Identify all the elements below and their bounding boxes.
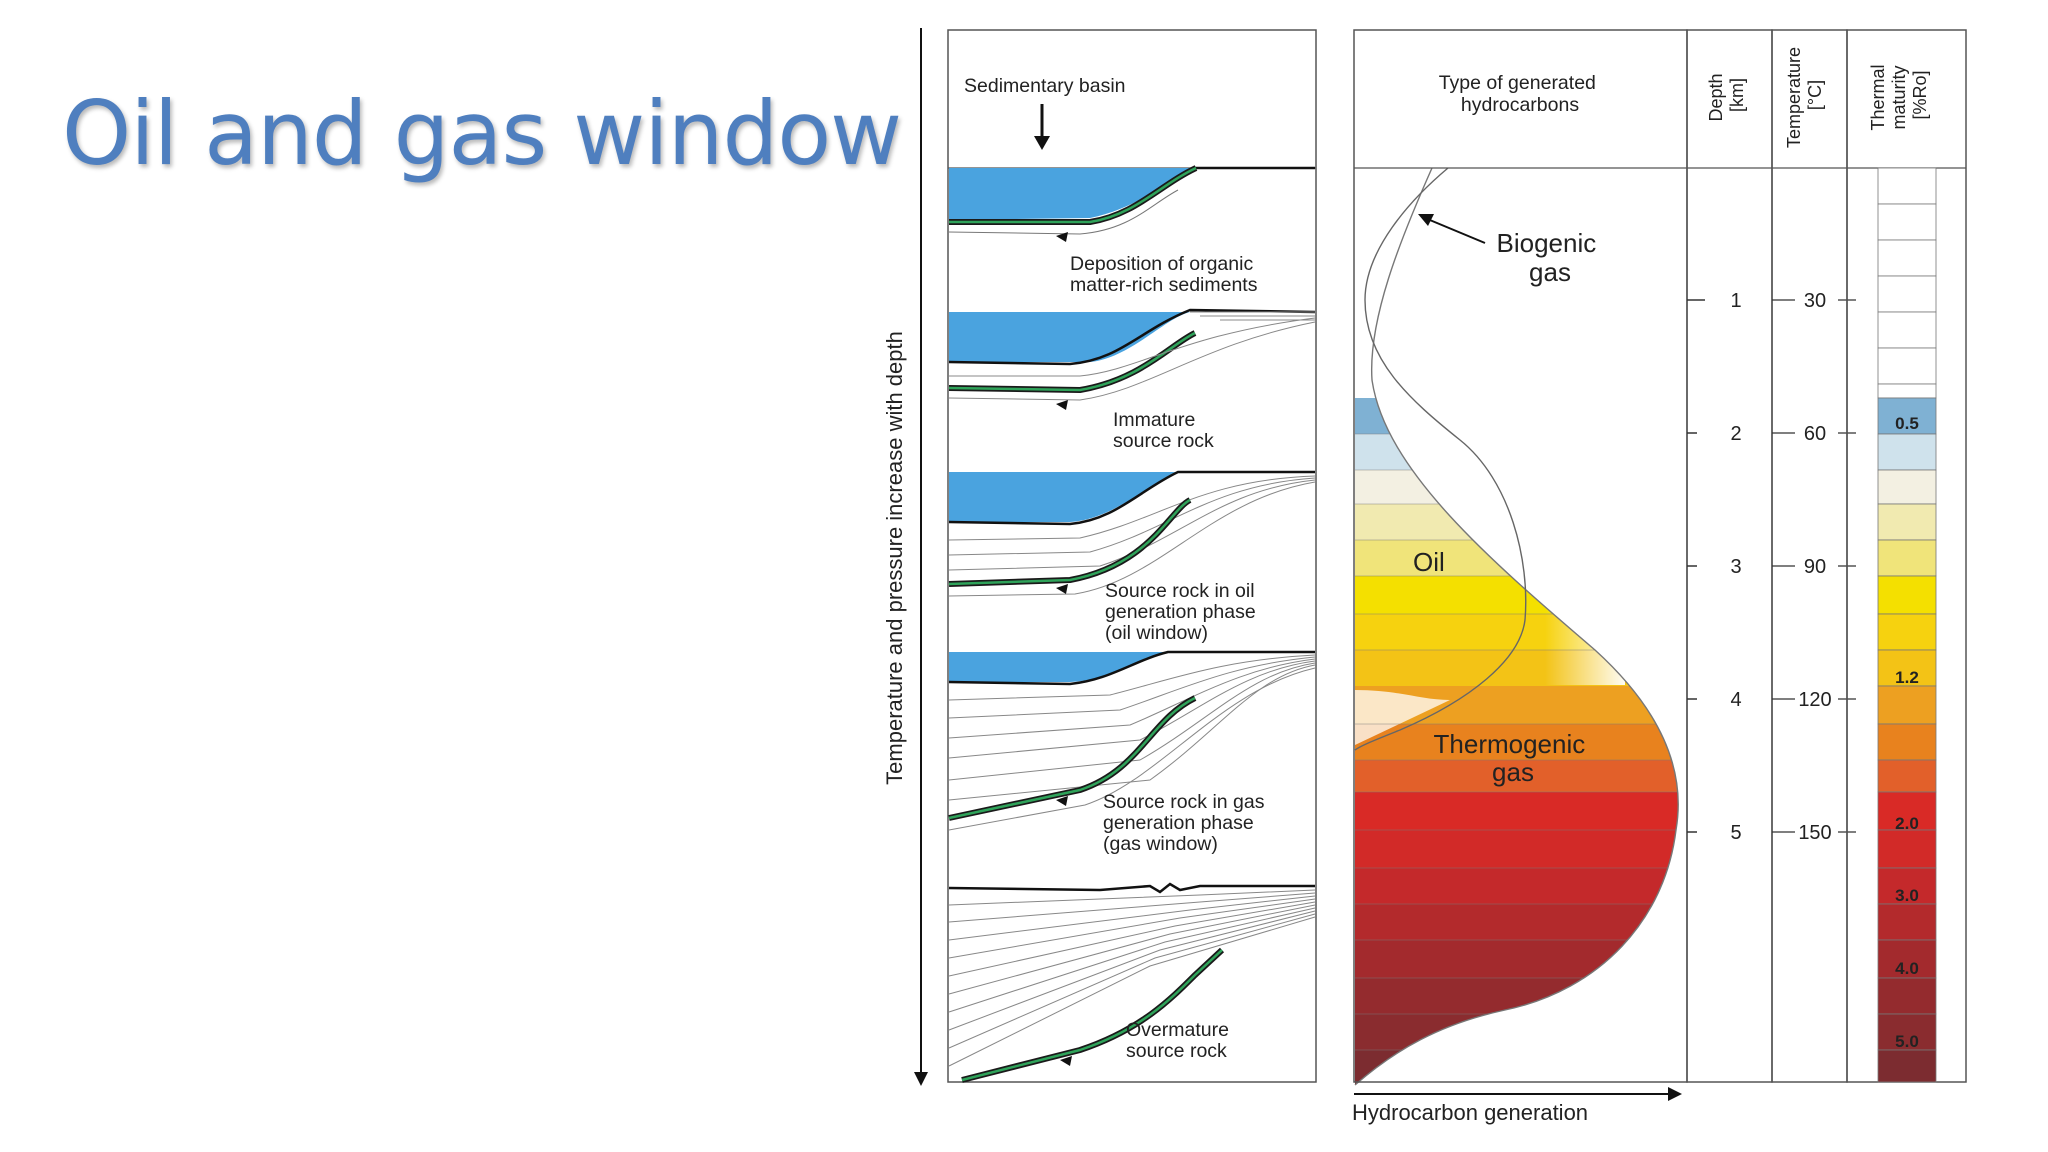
basin-stage-4 — [948, 650, 1316, 831]
temperature-tick-label: 120 — [1798, 689, 1831, 711]
slide-title: Oil and gas window — [62, 82, 902, 185]
maturity-value-label: 4.0 — [1895, 959, 1919, 978]
x-axis-arrow — [1354, 1087, 1682, 1101]
biogenic-gas-label: Biogenic gas — [1497, 228, 1604, 287]
depth-tick-label: 4 — [1730, 689, 1741, 711]
thermogenic-gas-label: Thermogenic gas — [1434, 729, 1593, 787]
oil-label: Oil — [1413, 547, 1445, 577]
hydrocarbon-panel — [1353, 29, 1688, 1086]
depth-tick-label: 2 — [1730, 423, 1741, 445]
basin-stage-2 — [948, 308, 1316, 410]
down-arrow-icon — [1034, 104, 1050, 150]
temperature-tick-label: 150 — [1798, 822, 1831, 844]
maturity-value-label: 2.0 — [1895, 814, 1919, 833]
depth-tick-label: 3 — [1730, 556, 1741, 578]
basin-stage-1 — [948, 165, 1315, 242]
maturity-value-label: 0.5 — [1895, 414, 1919, 433]
hydrocarbon-header: Type of generated hydrocarbons — [1439, 72, 1602, 116]
x-axis-label: Hydrocarbon generation — [1352, 1100, 1588, 1125]
temperature-tick-label: 60 — [1804, 423, 1826, 445]
stage-3-label: Source rock in oil generation phase (oil… — [1105, 580, 1261, 644]
depth-scale: 1 2 3 4 5 — [1730, 290, 1741, 844]
basin-stage-3 — [948, 470, 1316, 597]
vertical-axis-label: Temperature and pressure increase with d… — [882, 331, 907, 785]
basin-stage-5 — [948, 882, 1316, 1083]
depth-header: Depth [km] — [1706, 68, 1747, 121]
depth-axis-arrow — [914, 28, 928, 1086]
maturity-value-label: 5.0 — [1895, 1032, 1919, 1051]
stage-1-label: Deposition of organic matter-rich sedime… — [1070, 253, 1259, 296]
temperature-tick-label: 30 — [1804, 290, 1826, 312]
basin-header: Sedimentary basin — [964, 75, 1126, 97]
maturity-header: Thermal maturity [%Ro] — [1868, 59, 1930, 130]
biogenic-arrow — [1418, 214, 1486, 244]
stage-4-label: Source rock in gas generation phase (gas… — [1103, 791, 1270, 855]
depth-tick-label: 1 — [1730, 290, 1741, 312]
maturity-value-label: 3.0 — [1895, 886, 1919, 905]
maturity-column — [1846, 29, 1967, 1083]
maturity-value-label: 1.2 — [1895, 668, 1919, 687]
maturity-scale: 0.5 1.2 2.0 3.0 4.0 5.0 — [1895, 414, 1919, 1051]
stage-5-label: Overmature source rock — [1126, 1019, 1234, 1062]
depth-tick-label: 5 — [1730, 822, 1741, 844]
temperature-scale: 30 60 90 120 150 — [1798, 290, 1831, 844]
temperature-tick-label: 90 — [1804, 556, 1826, 578]
stage-2-label: Immature source rock — [1113, 409, 1214, 452]
temperature-header: Temperature [°C] — [1784, 42, 1825, 148]
